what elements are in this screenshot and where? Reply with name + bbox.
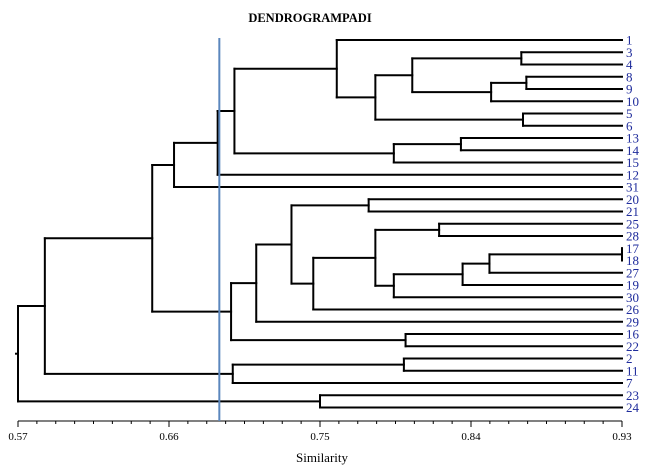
leaf-label: 23 <box>626 388 639 403</box>
leaf-label: 6 <box>626 118 633 133</box>
x-tick-label: 0.57 <box>8 431 28 443</box>
leaf-label: 24 <box>626 400 640 415</box>
leaf-label: 8 <box>626 69 633 84</box>
x-axis-label: Similarity <box>296 450 349 465</box>
leaf-label: 16 <box>626 327 640 342</box>
leaf-label: 20 <box>626 192 639 207</box>
leaf-label: 18 <box>626 253 639 268</box>
x-tick-label: 0.93 <box>612 431 632 443</box>
leaf-label: 30 <box>626 290 639 305</box>
leaf-label: 29 <box>626 314 639 329</box>
leaf-label: 28 <box>626 229 639 244</box>
leaf-label: 27 <box>626 265 640 280</box>
leaf-label: 4 <box>626 57 633 72</box>
leaf-label: 26 <box>626 302 640 317</box>
leaf-label: 14 <box>626 143 640 158</box>
chart-title: DENDROGRAMPADI <box>248 11 372 25</box>
leaf-label: 17 <box>626 241 640 256</box>
x-axis: 0.57 0.66 0.75 0.84 0.93 <box>8 420 632 443</box>
leaf-label: 13 <box>626 131 639 146</box>
leaf-label: 31 <box>626 180 639 195</box>
leaf-label: 1 <box>626 33 633 48</box>
leaf-label: 9 <box>626 82 633 97</box>
leaf-label: 5 <box>626 106 633 121</box>
leaf-label: 12 <box>626 167 639 182</box>
leaf-label: 21 <box>626 204 639 219</box>
x-tick-label: 0.66 <box>159 431 179 443</box>
leaf-label: 15 <box>626 155 639 170</box>
leaf-label: 10 <box>626 94 639 109</box>
leaf-labels: 1348910561314151231202125281718271930262… <box>626 33 640 416</box>
leaf-label: 11 <box>626 363 639 378</box>
leaf-label: 7 <box>626 376 633 391</box>
leaf-label: 2 <box>626 351 633 366</box>
x-tick-label: 0.84 <box>461 431 481 443</box>
leaf-label: 19 <box>626 278 639 293</box>
leaf-label: 3 <box>626 45 633 60</box>
leaf-label: 22 <box>626 339 639 354</box>
x-tick-label: 0.75 <box>310 431 330 443</box>
branch-lines <box>15 39 623 409</box>
leaf-label: 25 <box>626 216 639 231</box>
